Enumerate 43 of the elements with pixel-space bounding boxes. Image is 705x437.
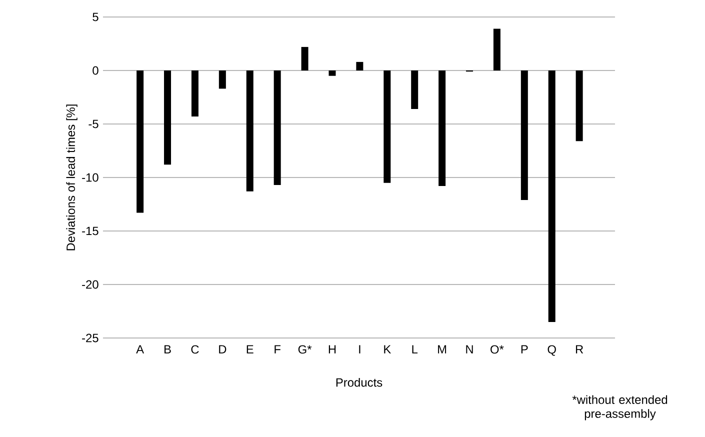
x-tick-label: G* [298,345,312,354]
x-tick-label: F [274,345,281,354]
x-tick-label: K [384,345,391,354]
text: *without extended pre-assembly [572,395,668,420]
y-tick-label: -20 [82,280,98,289]
bar [191,70,198,117]
bar [384,70,391,183]
bar [411,70,418,110]
bar [246,70,254,192]
x-tick-label: B [164,345,171,354]
bar [548,70,556,322]
x-tick-label: N [466,345,473,354]
x-tick-label: D [219,345,226,354]
x-tick-label: P [521,345,528,354]
x-tick-label: M [438,345,446,354]
y-tick-label: 0 [92,66,98,75]
x-tick-label: O* [490,345,504,354]
bar [136,70,144,213]
y-axis-title: Deviations of lead times [%] [66,104,78,250]
y-tick-label: -10 [82,173,98,182]
y-tick-label: -5 [88,120,98,128]
bar [328,70,336,76]
x-axis-title: Products [336,378,382,387]
bar [520,70,528,200]
bar [164,70,172,165]
bar [576,70,583,142]
x-tick-label: I [359,345,360,354]
bar [356,62,364,70]
y-tick-label: -15 [82,226,98,236]
bar [301,46,308,70]
x-tick-label: R [576,345,584,354]
x-tick-label: C [191,345,199,354]
y-tick-label: -25 [82,334,98,342]
x-tick-label: Q [548,345,556,356]
x-tick-label: E [246,345,254,354]
x-tick-label: H [328,345,336,354]
bar [493,28,500,70]
x-tick-label: A [136,345,144,354]
y-tick-label: 5 [92,12,98,22]
x-tick-label: L [412,345,418,354]
bar [438,70,446,186]
bar [274,70,281,185]
bar [218,70,226,89]
